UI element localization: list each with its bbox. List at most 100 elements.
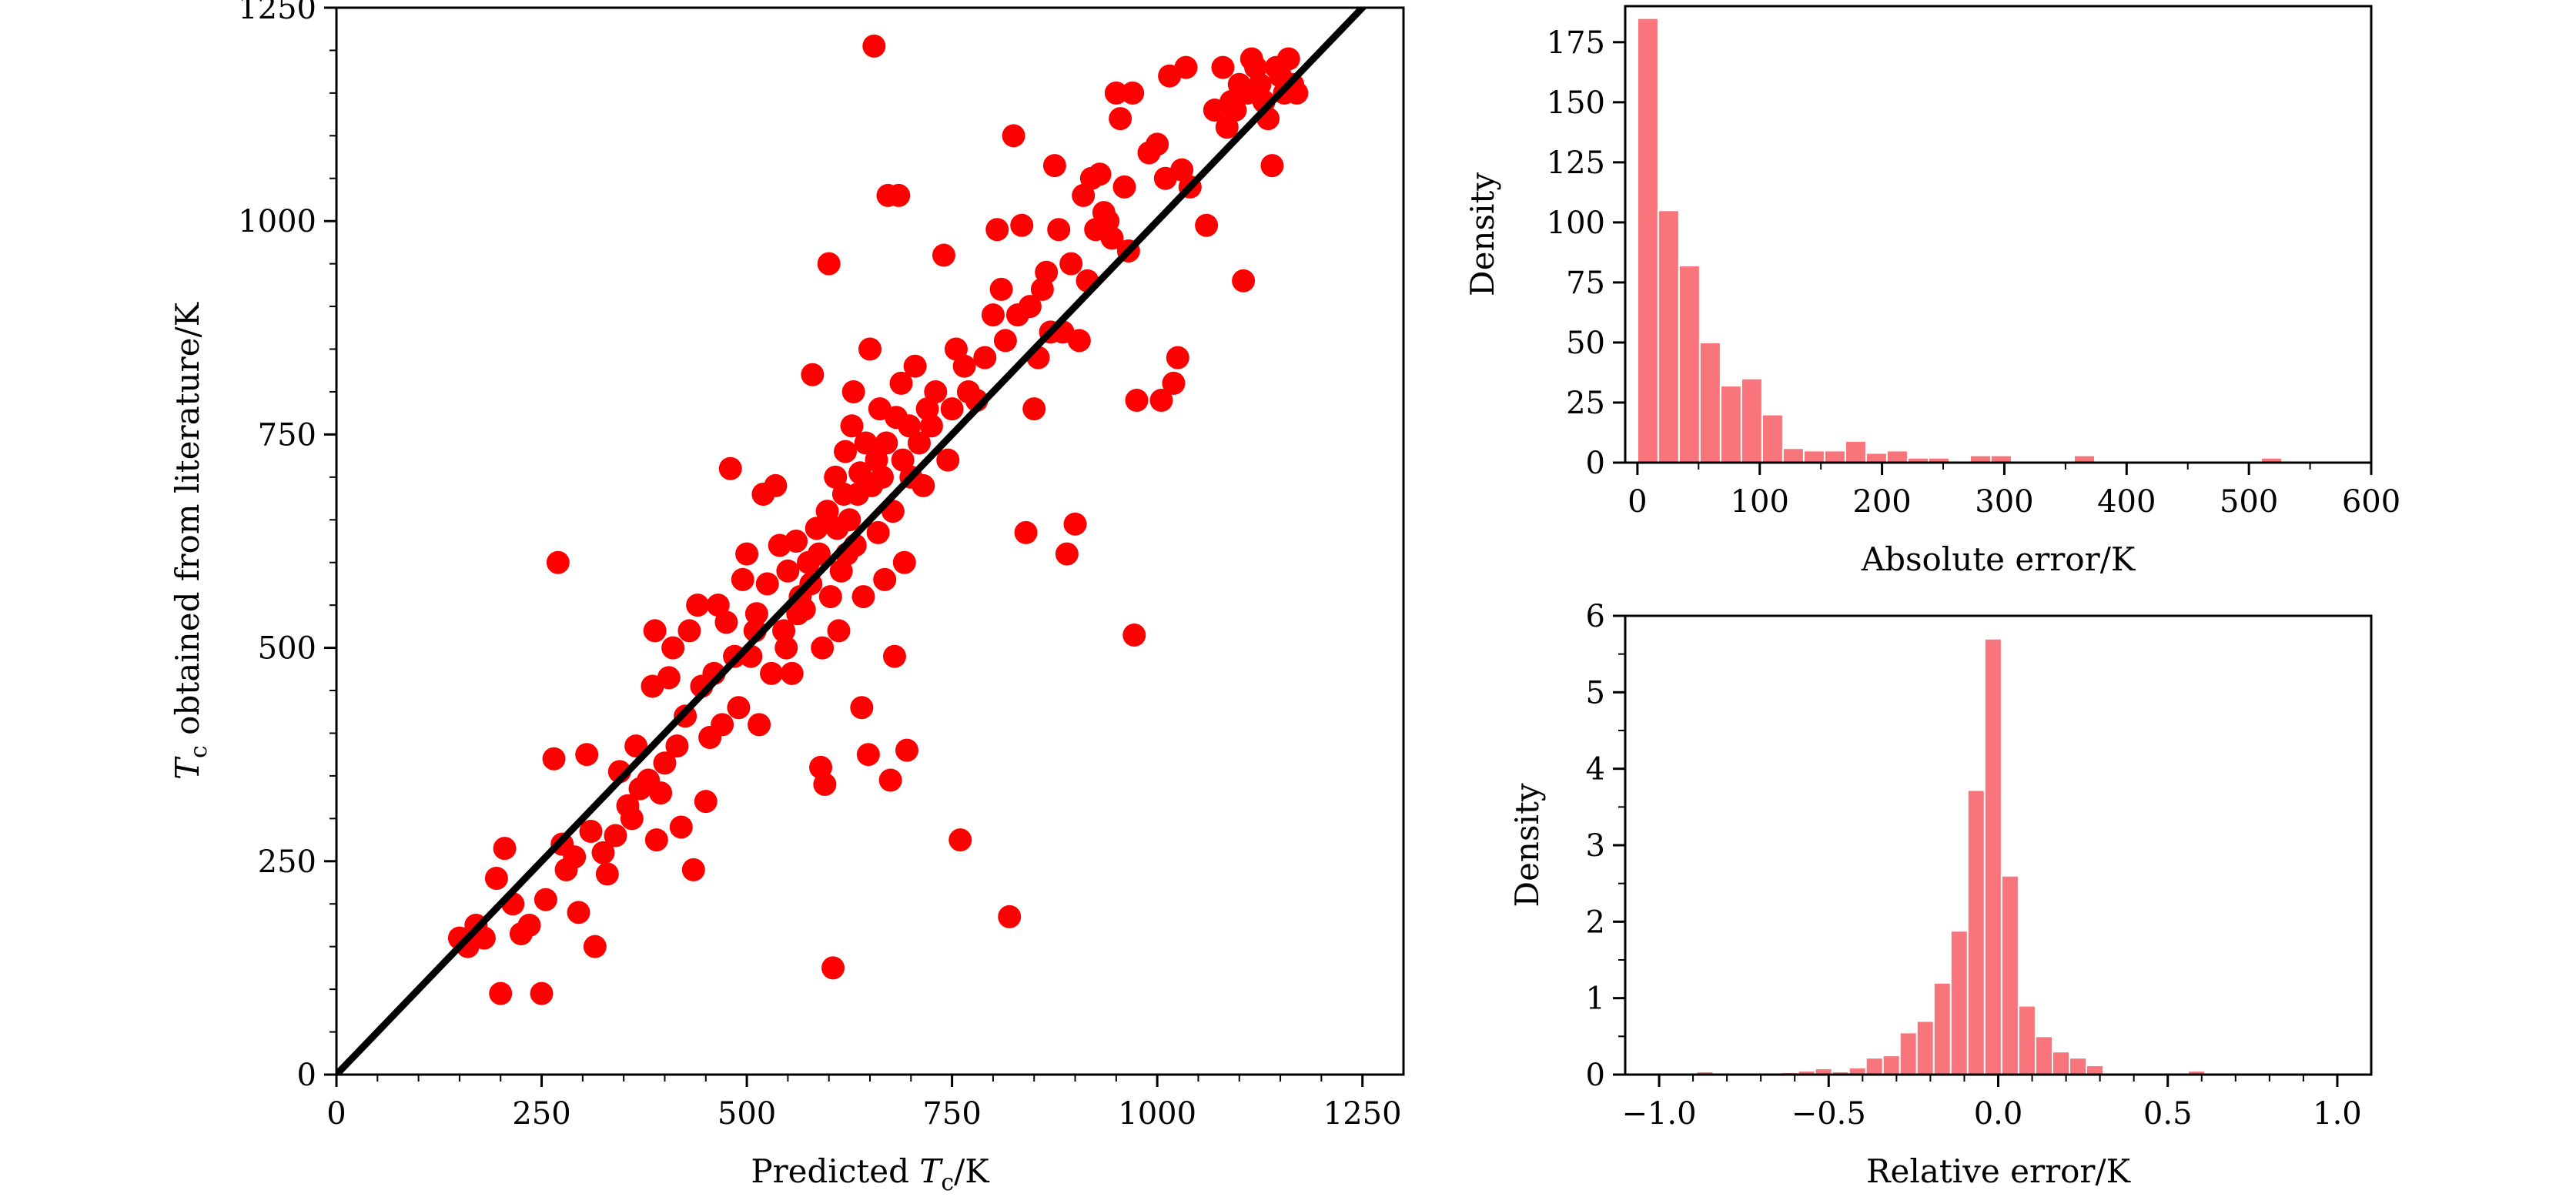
scatter-point: [744, 602, 768, 626]
scatter-point: [1174, 55, 1198, 79]
scatter-point: [764, 473, 788, 497]
scatter-point: [824, 465, 848, 489]
histogram-bar: [1698, 341, 1721, 463]
scatter-point: [907, 431, 931, 455]
scatter-point: [870, 465, 894, 489]
scatter-point: [534, 888, 557, 911]
y-tick-label: 3: [1586, 828, 1605, 864]
x-tick-label: 1250: [1323, 1096, 1402, 1132]
y-tick-label: 500: [258, 631, 316, 667]
x-axis-label: Predicted Tc/K: [751, 1152, 990, 1196]
scatter-point: [489, 981, 513, 1005]
y-tick-label: 75: [1566, 266, 1605, 301]
histogram-bar: [1678, 265, 1701, 463]
plot-frame: [335, 6, 1405, 1076]
scatter-point: [776, 559, 800, 583]
scatter-point: [661, 636, 685, 660]
x-tick-label: 100: [1731, 484, 1789, 520]
scatter-point: [583, 935, 607, 958]
scatter-point: [735, 542, 759, 566]
scatter-point: [1162, 371, 1186, 395]
scatter-point: [985, 218, 1009, 242]
scatter-point: [694, 790, 718, 814]
scatter-point: [1223, 99, 1247, 122]
scatter-point: [944, 337, 968, 361]
x-tick-label: 0.5: [2143, 1096, 2193, 1132]
scatter-point: [706, 593, 730, 617]
scatter-point: [595, 862, 619, 886]
scatter-point: [1215, 115, 1239, 139]
scatter-point: [952, 354, 976, 378]
scatter-point: [649, 781, 673, 805]
histogram-bar: [1983, 637, 2002, 1075]
scatter-point: [1063, 512, 1087, 536]
scatter-point: [815, 500, 839, 523]
histogram-bar: [2086, 1065, 2105, 1075]
scatter-point: [727, 696, 751, 720]
scatter-point: [932, 243, 955, 267]
scatter-point: [998, 904, 1022, 928]
y-tick-label: 250: [258, 844, 316, 880]
scatter-point: [1211, 55, 1235, 79]
scatter-point: [981, 303, 1005, 327]
scatter-point: [484, 866, 508, 890]
y-tick-label: 4: [1586, 752, 1605, 787]
scatter-point: [1067, 329, 1091, 353]
histogram-bar: [1865, 452, 1888, 464]
scatter-point: [856, 743, 880, 767]
scatter-point: [898, 414, 922, 438]
scatter-point: [731, 567, 754, 591]
scatter-point: [644, 828, 668, 852]
scatter-point: [677, 619, 701, 643]
scatter-point: [801, 363, 825, 386]
y-tick-label: 5: [1586, 675, 1605, 711]
histogram-bar: [1781, 447, 1805, 463]
scatter-point: [878, 768, 902, 792]
x-tick-label: 500: [2220, 484, 2278, 520]
scatter-point: [1022, 397, 1046, 421]
scatter-point: [903, 354, 927, 378]
scatter-point: [1232, 269, 1256, 293]
x-tick-label: 400: [2097, 484, 2156, 520]
scatter-point: [818, 585, 842, 609]
y-label-symbol: T: [169, 756, 206, 780]
scatter-point: [542, 747, 566, 771]
histogram-bar: [1865, 1057, 1884, 1075]
scatter-point: [1121, 81, 1145, 105]
scatter-point: [669, 815, 693, 839]
y-tick-label: 1000: [238, 204, 316, 239]
scatter-point: [866, 520, 890, 544]
scatter-point: [772, 619, 796, 643]
histogram-bar: [2068, 1057, 2088, 1075]
histogram-bar: [2034, 1035, 2053, 1076]
scatter-point: [936, 448, 960, 472]
x-tick-label: 1000: [1118, 1096, 1196, 1132]
histogram-bar: [1761, 413, 1784, 463]
scatter-point: [714, 610, 738, 634]
scatter-point: [827, 619, 851, 643]
scatter-point: [924, 379, 948, 403]
scatter-point: [493, 837, 517, 861]
scatter-point: [817, 252, 841, 276]
histogram-bar: [1719, 385, 1742, 463]
scatter-point: [760, 661, 784, 685]
histogram-bar: [1899, 1031, 1918, 1076]
scatter-point: [665, 734, 689, 758]
scatter-point: [851, 585, 875, 609]
y-tick-label: 6: [1586, 599, 1605, 634]
histogram-bars: [1636, 17, 2283, 464]
x-label-subscript: c: [941, 1169, 954, 1196]
y-tick-label: 0: [1586, 446, 1605, 481]
histogram-bar: [2017, 1005, 2036, 1075]
scatter-point: [546, 550, 570, 574]
scatter-point: [973, 346, 997, 369]
scatter-point: [1149, 389, 1173, 413]
scatter-point: [780, 661, 804, 685]
scatter-point: [1035, 260, 1059, 284]
scatter-point: [875, 431, 898, 455]
histogram-bar: [2051, 1051, 2070, 1075]
scatter-point: [1014, 520, 1038, 544]
scatter-point: [1055, 542, 1079, 566]
histogram-bar: [1882, 1055, 1901, 1075]
